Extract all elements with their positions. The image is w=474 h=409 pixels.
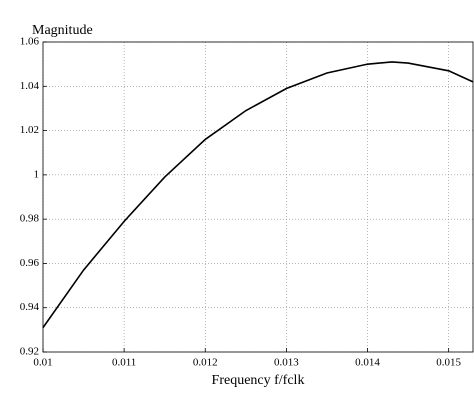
x-axis-label: Frequency f/fclk: [212, 373, 305, 388]
y-tick-label: 0.98: [20, 213, 40, 225]
x-tick-label: 0.014: [355, 357, 380, 369]
x-tick-label: 0.013: [274, 357, 299, 369]
y-tick-label: 1: [34, 168, 40, 180]
y-tick-label: 1.06: [20, 36, 40, 48]
data-line: [42, 61, 474, 329]
y-axis-label: Magnitude: [32, 23, 93, 38]
y-tick-label: 0.92: [20, 346, 39, 358]
x-tick-label: 0.015: [436, 357, 461, 369]
y-tick-label: 0.94: [20, 301, 40, 313]
x-tick-label: 0.01: [33, 357, 52, 369]
y-tick-label: 1.02: [20, 124, 39, 136]
y-tick-label: 0.96: [20, 257, 40, 269]
x-tick-label: 0.011: [112, 357, 136, 369]
x-tick-label: 0.012: [193, 357, 218, 369]
plot-frame: [42, 41, 474, 353]
y-tick-label: 1.04: [20, 80, 40, 92]
